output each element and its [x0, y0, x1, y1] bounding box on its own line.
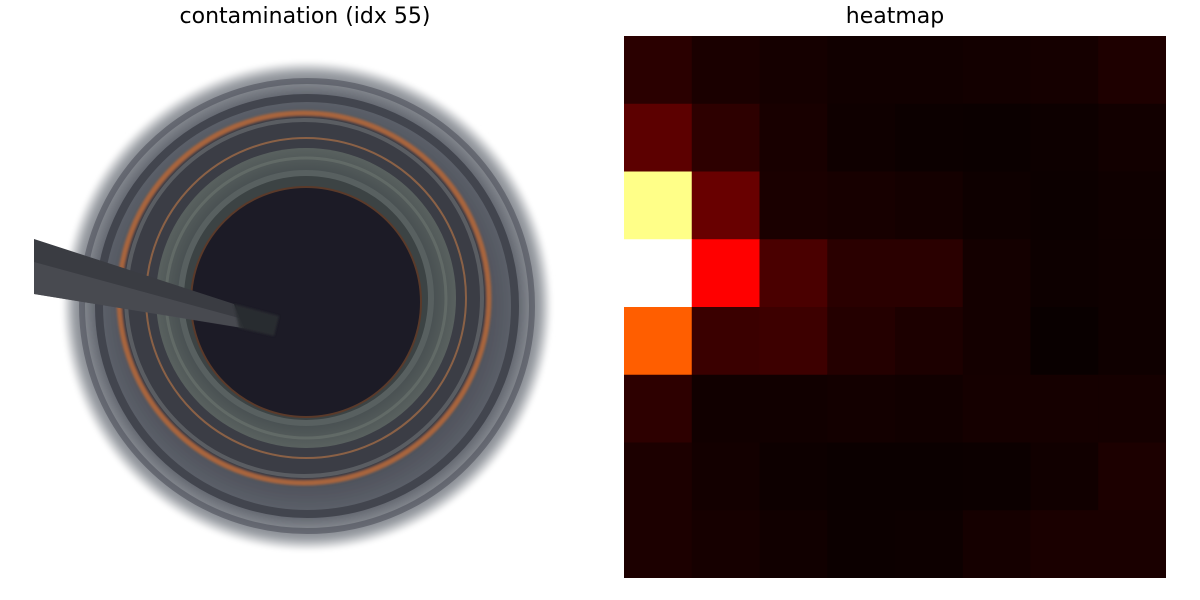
heatmap-cell-r5-c3	[827, 374, 896, 443]
heatmap-cell-r3-c4	[895, 239, 964, 308]
heatmap-cell-r4-c2	[759, 307, 828, 376]
heatmap-cell-r7-c6	[1030, 510, 1099, 578]
heatmap-cell-r3-c5	[962, 239, 1031, 308]
heatmap-cell-r5-c1	[691, 374, 760, 443]
heatmap-cell-r2-c5	[962, 171, 1031, 240]
heatmap-image	[624, 36, 1166, 578]
heatmap-cell-r7-c3	[827, 510, 896, 578]
heatmap-cell-r0-c3	[827, 36, 896, 105]
heatmap-cell-r3-c0	[624, 239, 693, 308]
heatmap-cell-r7-c2	[759, 510, 828, 578]
heatmap-cell-r4-c3	[827, 307, 896, 376]
heatmap-cell-r4-c0	[624, 307, 693, 376]
bottle-top-photo	[34, 36, 576, 578]
heatmap-cell-r1-c4	[895, 103, 964, 172]
heatmap-cell-r1-c3	[827, 103, 896, 172]
heatmap-cell-r1-c7	[1098, 103, 1166, 172]
heatmap-cell-r3-c3	[827, 239, 896, 308]
heatmap-cell-r5-c4	[895, 374, 964, 443]
heatmap-cell-r0-c7	[1098, 36, 1166, 105]
heatmap-cell-r2-c0	[624, 171, 693, 240]
heatmap-cell-r6-c2	[759, 442, 828, 511]
heatmap-cell-r7-c1	[691, 510, 760, 578]
heatmap-cell-r6-c4	[895, 442, 964, 511]
heatmap-cell-r6-c5	[962, 442, 1031, 511]
heatmap-cell-r5-c5	[962, 374, 1031, 443]
right-panel-title: heatmap	[845, 4, 945, 29]
heatmap-cell-r6-c7	[1098, 442, 1166, 511]
heatmap-cell-r4-c7	[1098, 307, 1166, 376]
heatmap-cell-r7-c4	[895, 510, 964, 578]
heatmap-cell-r2-c1	[691, 171, 760, 240]
heatmap-cell-r3-c7	[1098, 239, 1166, 308]
heatmap-cell-r7-c7	[1098, 510, 1166, 578]
heatmap-cell-r0-c5	[962, 36, 1031, 105]
heatmap-cell-r6-c1	[691, 442, 760, 511]
contamination-photo	[34, 36, 576, 578]
left-panel-title: contamination (idx 55)	[179, 4, 431, 29]
heatmap-cell-r2-c7	[1098, 171, 1166, 240]
heatmap-cell-r5-c2	[759, 374, 828, 443]
heatmap-cell-r2-c3	[827, 171, 896, 240]
heatmap-cell-r0-c0	[624, 36, 693, 105]
heatmap-cell-r3-c6	[1030, 239, 1099, 308]
heatmap-cell-r0-c4	[895, 36, 964, 105]
heatmap-cell-r6-c3	[827, 442, 896, 511]
heatmap-cell-r4-c1	[691, 307, 760, 376]
heatmap-cell-r2-c2	[759, 171, 828, 240]
heatmap-cell-r5-c0	[624, 374, 693, 443]
heatmap-cell-r7-c0	[624, 510, 693, 578]
heatmap-cell-r4-c6	[1030, 307, 1099, 376]
heatmap-cell-r6-c6	[1030, 442, 1099, 511]
heatmap-cell-r1-c0	[624, 103, 693, 172]
heatmap-cell-r1-c6	[1030, 103, 1099, 172]
heatmap-cell-r1-c2	[759, 103, 828, 172]
heatmap-cell-r0-c1	[691, 36, 760, 105]
heatmap-cell-r0-c2	[759, 36, 828, 105]
heatmap-cell-r5-c7	[1098, 374, 1166, 443]
heatmap-cell-r2-c6	[1030, 171, 1099, 240]
heatmap-cell-r6-c0	[624, 442, 693, 511]
heatmap-grid	[624, 36, 1166, 578]
heatmap-cell-r4-c4	[895, 307, 964, 376]
heatmap-cell-r5-c6	[1030, 374, 1099, 443]
heatmap-cell-r4-c5	[962, 307, 1031, 376]
heatmap-cell-r3-c2	[759, 239, 828, 308]
heatmap-cell-r0-c6	[1030, 36, 1099, 105]
heatmap-cell-r7-c5	[962, 510, 1031, 578]
heatmap-cell-r3-c1	[691, 239, 760, 308]
heatmap-cell-r1-c5	[962, 103, 1031, 172]
heatmap-cell-r1-c1	[691, 103, 760, 172]
heatmap-cell-r2-c4	[895, 171, 964, 240]
